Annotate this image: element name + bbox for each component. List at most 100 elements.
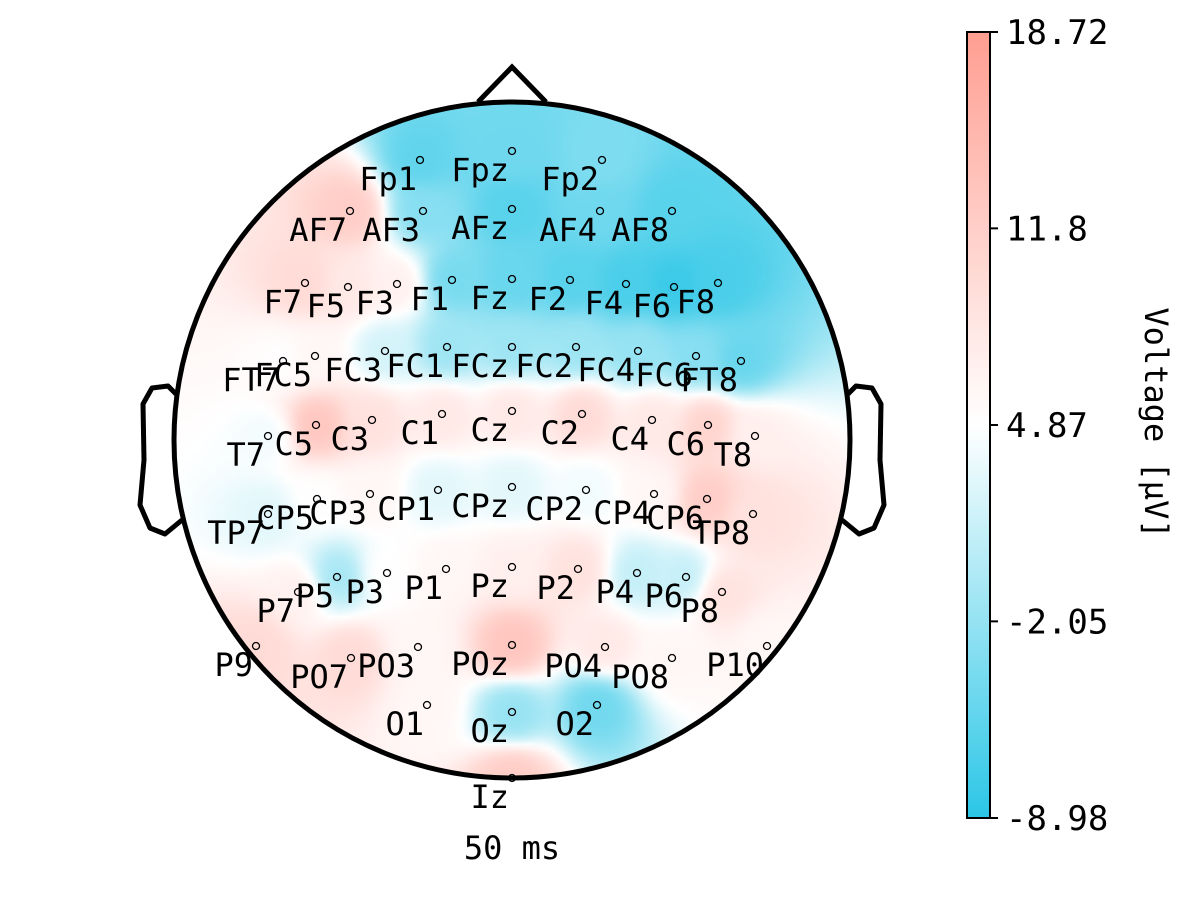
electrode-marker — [571, 342, 581, 352]
electrode-label: F7 — [263, 283, 302, 321]
electrode-marker — [507, 406, 517, 416]
electrode-label: Fp1 — [359, 160, 417, 198]
electrode-marker — [442, 342, 452, 352]
electrode-label: C2 — [540, 414, 579, 452]
electrode-label: CP5 — [256, 499, 314, 537]
electrode-marker — [565, 275, 575, 285]
electrode-label: Fpz — [451, 151, 509, 189]
electrode-marker — [382, 568, 392, 578]
electrode-marker — [597, 155, 607, 165]
electrode-marker — [311, 420, 321, 430]
electrode-marker — [312, 494, 322, 504]
electrode-label: P1 — [404, 569, 443, 607]
electrode-label: AFz — [451, 209, 509, 247]
electrode-label: PO8 — [611, 658, 669, 696]
electrode-marker — [573, 564, 583, 574]
electrode-marker — [415, 155, 425, 165]
electrode-marker — [713, 278, 723, 288]
voltage-heatmap — [174, 102, 850, 778]
colorbar-tick-label: 18.72 — [1006, 13, 1108, 53]
colorbar-gradient — [966, 31, 991, 819]
electrode-label: PO4 — [544, 647, 602, 685]
colorbar-ticks: 18.72 11.8 4.87 -2.05 -8.98 — [990, 13, 1108, 839]
electrode-label: Fp2 — [541, 160, 599, 198]
electrode-label: PO3 — [357, 647, 415, 685]
electrode-label: CP6 — [646, 499, 704, 537]
electrode-marker — [380, 346, 390, 356]
electrode-label: CP2 — [525, 490, 583, 528]
electrode-marker — [748, 509, 758, 519]
electrode-label: P4 — [595, 573, 634, 611]
electrode-marker — [717, 587, 727, 597]
electrode-marker — [667, 206, 677, 216]
electrode-marker — [507, 342, 517, 352]
electrode-label: P5 — [295, 577, 334, 615]
electrode-marker — [669, 282, 679, 292]
electrode-label: AF8 — [611, 211, 669, 249]
electrode-marker — [750, 431, 760, 441]
nose-outline — [476, 63, 548, 104]
electrode-label: CPz — [451, 487, 509, 525]
electrode-label: T7 — [226, 436, 265, 474]
electrode-label: CP1 — [377, 490, 435, 528]
electrode-label: P6 — [644, 577, 683, 615]
electrode-label: AF4 — [539, 211, 597, 249]
electrode-marker — [413, 642, 423, 652]
electrode-label: F2 — [528, 280, 567, 318]
electrode-marker — [437, 409, 447, 419]
electrode-label: FC4 — [577, 351, 635, 389]
electrode-label: Fz — [470, 279, 509, 317]
electrode-marker — [703, 420, 713, 430]
electrode-label: FC1 — [386, 347, 444, 385]
electrode-marker — [447, 275, 457, 285]
electrode-marker — [507, 482, 517, 492]
electrode-label: Pz — [470, 567, 509, 605]
electrode-label: FT7 — [222, 361, 280, 399]
electrode-marker — [507, 640, 517, 650]
electrode-label: CP4 — [593, 494, 651, 532]
electrode-label: C4 — [610, 420, 649, 458]
electrode-label: FC2 — [515, 347, 573, 385]
electrode-marker — [681, 572, 691, 582]
electrode-label: FT8 — [680, 361, 738, 399]
head-outline — [171, 99, 853, 781]
electrode-label: C1 — [400, 414, 439, 452]
electrode-label: T8 — [713, 436, 752, 474]
electrode-marker — [343, 282, 353, 292]
electrode-label: C6 — [666, 425, 705, 463]
electrode-label: P3 — [345, 573, 384, 611]
electrode-label: TP7 — [207, 514, 265, 552]
electrode-marker — [633, 346, 643, 356]
electrode-label: Iz — [470, 778, 509, 816]
electrode-marker — [441, 564, 451, 574]
electrode-marker — [346, 653, 356, 663]
electrode-marker — [263, 509, 273, 519]
left-ear-outline — [137, 383, 184, 537]
electrode-marker — [649, 489, 659, 499]
electrode-label: F8 — [676, 283, 715, 321]
electrode-marker — [647, 415, 657, 425]
electrode-label: Cz — [470, 411, 509, 449]
electrode-marker — [251, 641, 261, 651]
electrode-marker — [507, 146, 517, 156]
colorbar-tick-label: -8.98 — [1006, 799, 1108, 839]
electrode-marker — [293, 587, 303, 597]
right-ear-outline — [840, 383, 887, 537]
electrode-label: CP3 — [309, 494, 367, 532]
electrode-marker — [762, 641, 772, 651]
electrode-label: AF3 — [362, 211, 420, 249]
electrode-marker — [433, 485, 443, 495]
colorbar-tick-label: 4.87 — [1006, 406, 1088, 446]
electrode-label: P8 — [680, 592, 719, 630]
colorbar: 18.72 11.8 4.87 -2.05 -8.98 Voltage [µV] — [966, 13, 1175, 839]
electrode-label: P2 — [536, 569, 575, 607]
electrode-marker — [667, 653, 677, 663]
head-map: Fp1 Fpz Fp2 AF7 AF3 AFz AF4 AF8 F7 F5 F3 F1 Fz F2 F4 F6… — [137, 63, 887, 867]
electrode-label: FC3 — [324, 351, 382, 389]
electrode-marker — [736, 356, 746, 366]
electrode-label: FC5 — [254, 356, 312, 394]
electrode-marker — [600, 642, 610, 652]
colorbar-tick-label: 11.8 — [1006, 209, 1088, 249]
electrode-marker — [581, 485, 591, 495]
